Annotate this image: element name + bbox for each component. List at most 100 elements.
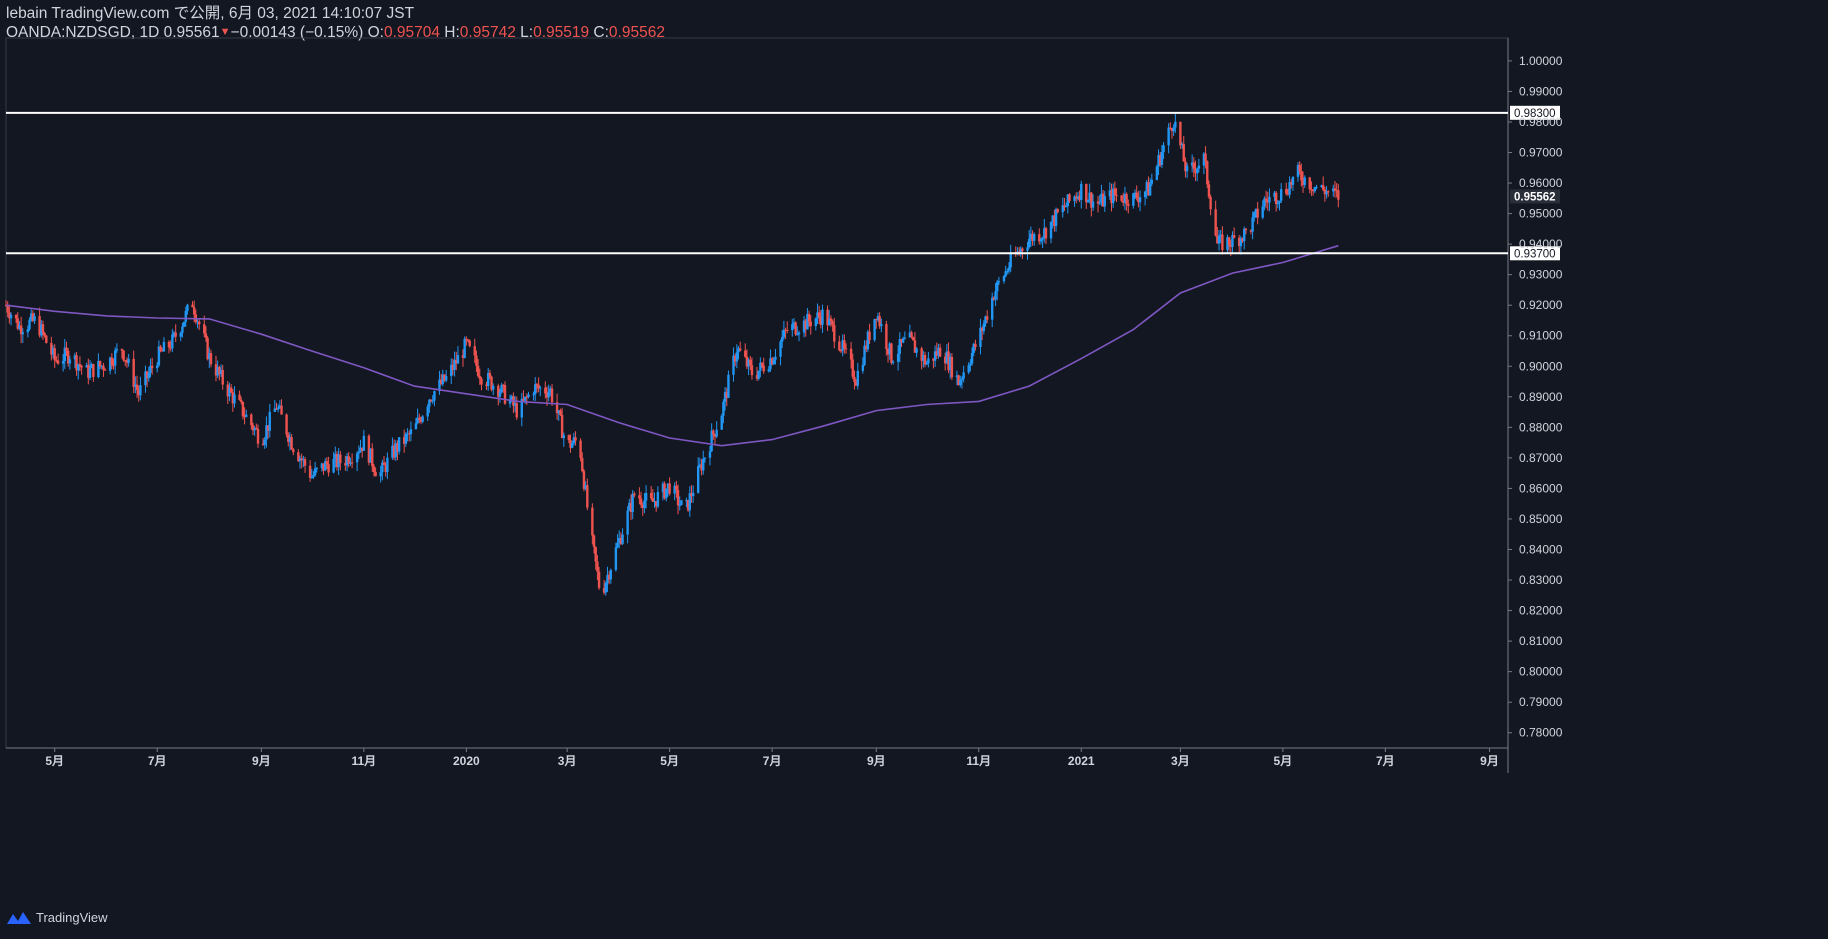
candle-body	[621, 534, 624, 544]
candle-body	[865, 345, 868, 350]
candle-body	[923, 355, 927, 365]
candle-body	[344, 463, 347, 466]
candle-body	[275, 408, 278, 410]
candle-body	[261, 443, 265, 445]
candle-body	[680, 500, 683, 506]
candle-body	[1103, 196, 1106, 207]
candle-body	[678, 505, 681, 507]
price-tick-label: 0.97000	[1519, 146, 1563, 160]
candle-body	[525, 396, 529, 398]
candle-body	[31, 313, 35, 321]
ohlc-line: OANDA:NZDSGD, 1D 0.95561▼−0.00143 (−0.15…	[6, 23, 665, 42]
candle-body	[974, 343, 977, 348]
footer-brand[interactable]: TradingView	[6, 910, 108, 925]
candle-body	[276, 407, 280, 410]
candle-body	[367, 435, 371, 463]
candle-body	[1194, 168, 1197, 174]
candle-body	[478, 376, 481, 379]
symbol-label: OANDA:NZDSGD, 1D	[6, 24, 160, 41]
candle-body	[628, 502, 631, 511]
candle-body	[972, 343, 975, 353]
candle-body	[488, 372, 492, 377]
candle-body	[641, 504, 644, 508]
candle-body	[251, 424, 255, 431]
time-tick-label: 5月	[1274, 754, 1293, 768]
candle-body	[312, 474, 315, 477]
close-label: C:	[593, 24, 609, 41]
candle-body	[53, 348, 56, 361]
candle-body	[325, 461, 329, 465]
candle-body	[1122, 200, 1125, 203]
candle-body	[100, 365, 103, 367]
candle-body	[979, 327, 982, 348]
candle-body	[970, 352, 974, 364]
time-tick-label: 7月	[763, 754, 782, 768]
candle-body	[181, 326, 184, 333]
candle-body	[1207, 184, 1211, 197]
candle-body	[1325, 191, 1328, 195]
last-price-label-bg	[1510, 189, 1560, 204]
candle-body	[334, 453, 337, 460]
candle-body	[1243, 228, 1246, 242]
candle-body	[586, 485, 589, 508]
candle-body	[1202, 153, 1206, 166]
candle-body	[1111, 188, 1115, 204]
candle-body	[273, 408, 277, 412]
candle-body	[461, 355, 465, 358]
candle-body	[497, 385, 500, 397]
candle-body	[720, 415, 723, 430]
candle-body	[606, 575, 609, 584]
time-axis: 5月 7月 9月 11月 2020 3月 5月 7月 9月 11月 2021 3月 5月 7月 9月	[45, 748, 1499, 768]
candle-body	[145, 371, 149, 379]
candle-body	[102, 365, 105, 370]
candle-body	[1019, 248, 1022, 253]
candle-body	[690, 493, 693, 497]
candle-body	[1195, 168, 1199, 174]
candle-body	[196, 321, 199, 323]
candle-body	[715, 429, 718, 437]
candle-body	[1288, 182, 1291, 195]
candle-body	[592, 535, 596, 547]
candle-body	[991, 297, 994, 320]
candle-body	[947, 351, 950, 371]
candle-body	[653, 501, 656, 503]
candle-body	[782, 329, 786, 338]
candle-body	[1182, 144, 1185, 162]
candle-body	[421, 416, 424, 422]
candle-body	[1249, 230, 1253, 232]
candle-body	[962, 372, 965, 379]
candle-body	[444, 375, 448, 381]
candle-body	[1137, 198, 1140, 203]
candle-body	[937, 347, 940, 356]
candle-body	[1086, 200, 1090, 203]
candle-body	[945, 351, 949, 364]
candle-body	[1075, 196, 1078, 199]
candle-body	[209, 353, 213, 365]
candle-body	[675, 485, 678, 491]
candle-body	[186, 304, 189, 311]
candle-body	[1276, 203, 1280, 205]
candle-body	[313, 468, 317, 475]
candle-body	[40, 324, 43, 336]
candle-body	[651, 498, 655, 502]
candle-body	[191, 304, 194, 308]
candle-body	[243, 416, 246, 418]
time-tick-label: 9月	[867, 754, 886, 768]
candle-body	[1204, 153, 1207, 162]
candle-body	[744, 350, 747, 357]
candle-body	[1098, 202, 1101, 204]
candle-body	[532, 394, 535, 396]
candle-body	[192, 307, 196, 315]
candle-body	[167, 341, 171, 348]
candle-body	[1162, 145, 1165, 153]
candle-body	[639, 498, 643, 505]
candle-body	[644, 492, 648, 501]
candle-body	[292, 449, 295, 453]
candle-body	[570, 443, 574, 448]
candle-body	[1179, 121, 1182, 146]
price-tick-label: 0.90000	[1519, 359, 1563, 373]
candle-body	[1237, 237, 1241, 247]
candle-body	[638, 495, 641, 499]
candle-body	[156, 365, 159, 369]
